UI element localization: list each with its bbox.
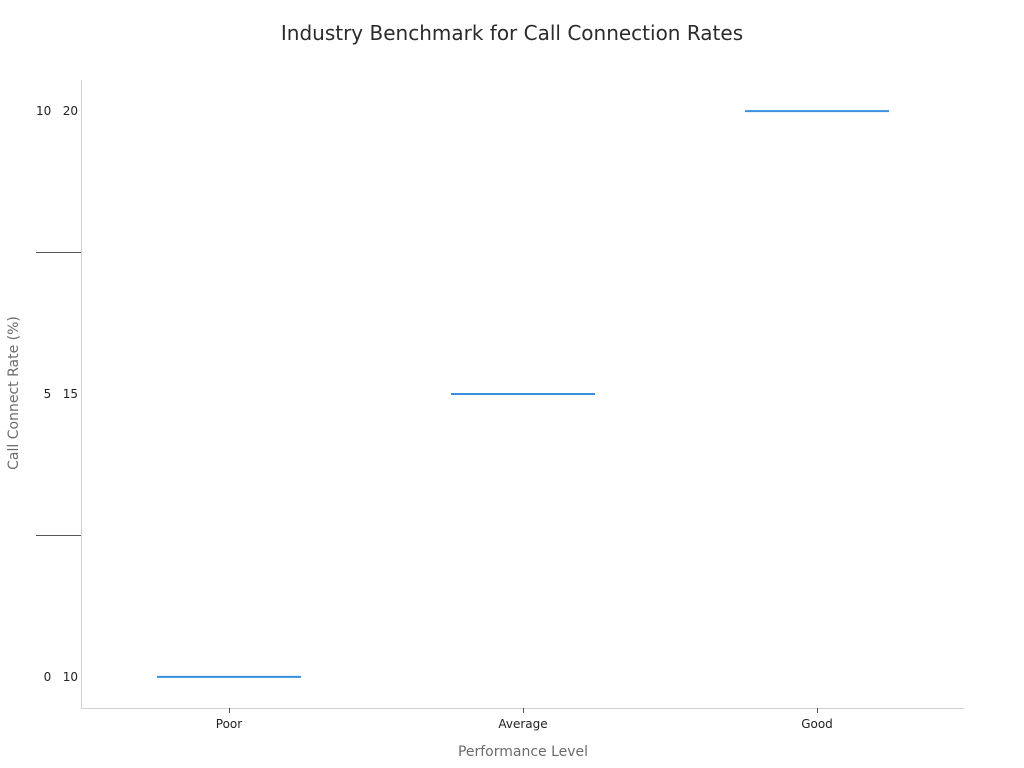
x-tick-group: Poor Average Good [216,708,833,731]
y-tick-labels: 0 10 5 15 10 20 [36,104,78,684]
y-tick-label: 10 20 [36,104,78,118]
series-layer [157,110,889,678]
x-axis-title: Performance Level [458,744,588,760]
y-axis-title: Call Connect Rate (%) [6,316,22,470]
y-tick-label: 0 10 [44,670,78,684]
x-tick-label: Poor [216,717,242,731]
x-tick-label: Average [498,717,547,731]
chart-title: Industry Benchmark for Call Connection R… [281,21,743,45]
x-tick-label: Good [801,717,833,731]
y-tick-label: 5 15 [44,387,78,401]
